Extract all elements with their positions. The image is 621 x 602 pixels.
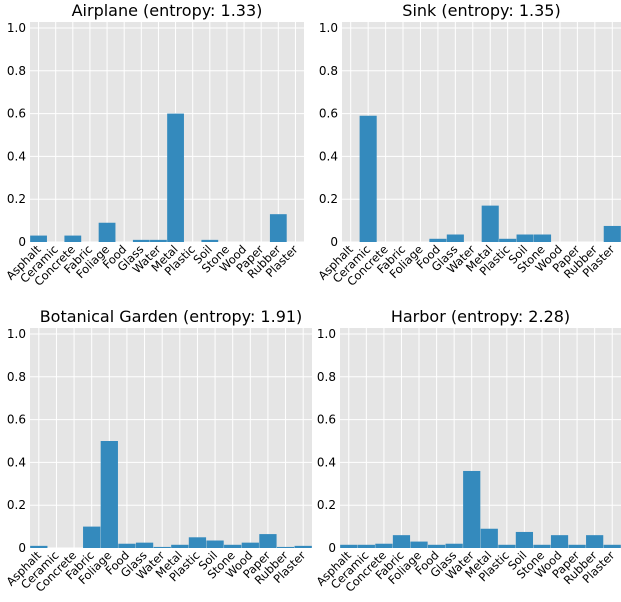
bar-ceramic <box>359 115 377 242</box>
bar-paper <box>568 544 586 548</box>
y-tick-label: 0.2 <box>319 192 338 206</box>
bar-plaster <box>294 545 312 548</box>
y-tick-label: 1.0 <box>319 21 338 35</box>
y-tick-label: 0.6 <box>319 107 338 121</box>
chart-title: Botanical Garden (entropy: 1.91) <box>40 307 303 326</box>
y-tick-label: 0.2 <box>7 498 26 512</box>
y-tick-label: 0.4 <box>317 455 336 469</box>
bar-rubber <box>276 546 295 548</box>
bar-glass <box>446 234 464 242</box>
bar-soil <box>206 540 224 548</box>
bar-fabric <box>83 526 101 548</box>
y-tick-label: 1.0 <box>7 21 26 35</box>
bar-plastic <box>188 537 207 548</box>
bar-soil <box>516 234 534 242</box>
bar-asphalt <box>30 545 48 548</box>
y-tick-label: 0.6 <box>317 413 336 427</box>
bar-glass <box>445 543 463 548</box>
y-tick-label: 1.0 <box>7 327 26 341</box>
bar-concrete <box>64 235 82 242</box>
y-tick-label: 0.8 <box>317 370 336 384</box>
bar-plaster <box>603 225 621 242</box>
bar-metal <box>480 528 498 548</box>
y-tick-label: 0.4 <box>7 455 26 469</box>
bar-foliage <box>98 222 116 242</box>
bar-stone <box>533 234 552 242</box>
bar-concrete <box>375 543 393 548</box>
bar-wood <box>241 542 259 548</box>
plot-area <box>30 328 312 548</box>
y-tick-label: 0.8 <box>7 370 26 384</box>
bar-paper <box>259 534 277 548</box>
y-tick-label: 0.4 <box>319 149 338 163</box>
y-tick-label: 0.8 <box>319 64 338 78</box>
chart-title: Harbor (entropy: 2.28) <box>391 307 570 326</box>
bar-stone <box>224 544 242 548</box>
bar-soil <box>515 531 534 548</box>
bar-rubber <box>586 535 604 548</box>
bar-water <box>153 546 171 548</box>
bar-soil <box>201 239 219 242</box>
bar-plaster <box>603 544 621 548</box>
bar-asphalt <box>30 235 47 242</box>
y-tick-label: 1.0 <box>317 327 336 341</box>
chart-panel-1: 00.20.40.60.81.0AsphaltCeramicConcreteFa… <box>3 1 304 289</box>
bar-foliage <box>100 441 118 548</box>
y-tick-label: 0 <box>330 235 338 249</box>
chart-panel-2: 00.20.40.60.81.0AsphaltCeramicConcreteFa… <box>315 1 621 289</box>
bar-asphalt <box>340 544 358 548</box>
chart-panel-4: 00.20.40.60.81.0AsphaltCeramicConcreteFa… <box>313 307 621 595</box>
bar-glass <box>132 239 150 242</box>
bar-metal <box>171 544 189 548</box>
y-tick-label: 0 <box>328 541 336 555</box>
y-tick-label: 0 <box>18 541 26 555</box>
bar-metal <box>481 205 499 242</box>
plot-area <box>340 328 621 548</box>
chart-title: Airplane (entropy: 1.33) <box>72 1 263 20</box>
bar-fabric <box>392 535 411 548</box>
bar-food <box>429 238 447 242</box>
chart-panel-3: 00.20.40.60.81.0AsphaltCeramicConcreteFa… <box>3 307 312 595</box>
bar-metal <box>167 113 184 242</box>
plot-area <box>342 22 621 242</box>
bar-stone <box>533 544 551 548</box>
bar-plastic <box>498 544 516 548</box>
bar-wood <box>550 535 569 548</box>
y-tick-label: 0.6 <box>7 413 26 427</box>
y-tick-label: 0.2 <box>7 192 26 206</box>
bar-ceramic <box>357 544 375 548</box>
y-tick-label: 0 <box>18 235 26 249</box>
bar-water <box>463 470 481 548</box>
y-tick-label: 0.4 <box>7 149 26 163</box>
y-tick-label: 0.8 <box>7 64 26 78</box>
bar-plastic <box>499 238 517 242</box>
chart-title: Sink (entropy: 1.35) <box>402 1 560 20</box>
bar-food <box>118 543 136 548</box>
bar-water <box>150 239 167 242</box>
bar-rubber <box>269 214 287 242</box>
bar-foliage <box>410 541 428 548</box>
y-tick-label: 0.2 <box>317 498 336 512</box>
bar-food <box>427 544 446 548</box>
plot-area <box>30 22 304 242</box>
bar-glass <box>135 542 154 548</box>
y-tick-label: 0.6 <box>7 107 26 121</box>
